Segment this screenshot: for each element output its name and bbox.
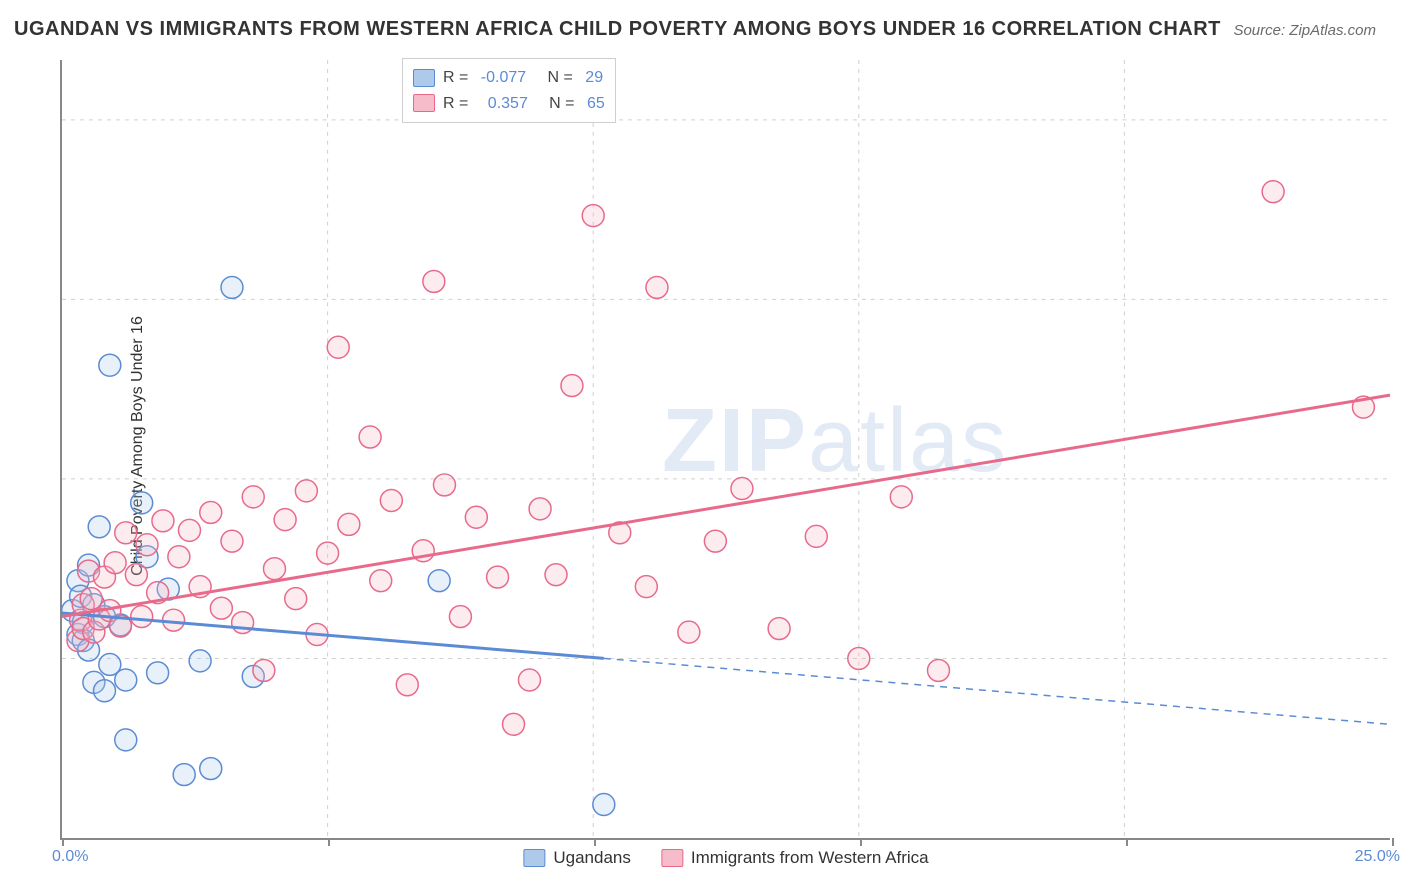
data-point xyxy=(147,662,169,684)
data-point xyxy=(99,354,121,376)
data-point xyxy=(285,588,307,610)
data-point xyxy=(704,530,726,552)
data-point xyxy=(848,647,870,669)
data-point xyxy=(189,650,211,672)
data-point xyxy=(927,659,949,681)
data-point xyxy=(152,510,174,532)
data-point xyxy=(136,534,158,556)
data-point xyxy=(131,492,153,514)
source-label: Source: ZipAtlas.com xyxy=(1233,22,1376,39)
data-point xyxy=(295,480,317,502)
y-tick-label: 45.0% xyxy=(1400,291,1406,309)
data-point xyxy=(545,564,567,586)
data-point xyxy=(242,486,264,508)
data-point xyxy=(338,513,360,535)
data-point xyxy=(465,506,487,528)
legend-label-2: Immigrants from Western Africa xyxy=(691,848,929,868)
data-point xyxy=(317,542,339,564)
data-point xyxy=(131,606,153,628)
data-point xyxy=(380,489,402,511)
n-label: N = xyxy=(536,91,579,117)
x-tick-mark xyxy=(1392,838,1394,846)
trend-line-dashed xyxy=(604,658,1390,724)
y-tick-label: 60.0% xyxy=(1400,111,1406,129)
trend-line xyxy=(62,395,1390,616)
legend: Ugandans Immigrants from Western Africa xyxy=(513,848,938,868)
chart-title: UGANDAN VS IMMIGRANTS FROM WESTERN AFRIC… xyxy=(14,18,1221,41)
data-point xyxy=(428,570,450,592)
data-point xyxy=(104,552,126,574)
data-point xyxy=(168,546,190,568)
data-point xyxy=(646,276,668,298)
data-point xyxy=(94,680,116,702)
data-point xyxy=(423,270,445,292)
x-tick-mark xyxy=(1126,838,1128,846)
data-point xyxy=(125,564,147,586)
data-point xyxy=(88,516,110,538)
data-point xyxy=(487,566,509,588)
trend-line xyxy=(62,613,604,658)
plot-area: ZIPatlas 15.0%30.0%45.0%60.0% 0.0% 25.0%… xyxy=(60,60,1390,840)
r-value-1: -0.077 xyxy=(481,65,526,91)
data-point xyxy=(200,501,222,523)
data-point xyxy=(263,558,285,580)
data-point xyxy=(529,498,551,520)
data-point xyxy=(433,474,455,496)
legend-label-1: Ugandans xyxy=(553,848,631,868)
x-tick-mark xyxy=(860,838,862,846)
data-point xyxy=(805,525,827,547)
data-point xyxy=(221,530,243,552)
data-point xyxy=(678,621,700,643)
data-point xyxy=(449,606,471,628)
data-point xyxy=(163,609,185,631)
data-point xyxy=(561,375,583,397)
legend-swatch-1 xyxy=(523,849,545,867)
data-point xyxy=(370,570,392,592)
data-point xyxy=(210,597,232,619)
stats-row-1: R = -0.077 N = 29 xyxy=(413,65,605,91)
data-point xyxy=(768,618,790,640)
data-point xyxy=(253,659,275,681)
swatch-series-2 xyxy=(413,94,435,112)
legend-item-1: Ugandans xyxy=(523,848,631,868)
stats-box: R = -0.077 N = 29 R = 0.357 N = 65 xyxy=(402,58,616,123)
data-point xyxy=(582,205,604,227)
data-point xyxy=(359,426,381,448)
x-tick-min: 0.0% xyxy=(52,848,88,866)
legend-swatch-2 xyxy=(661,849,683,867)
data-point xyxy=(115,522,137,544)
x-tick-mark xyxy=(594,838,596,846)
data-point xyxy=(200,758,222,780)
x-tick-max: 25.0% xyxy=(1355,848,1400,866)
swatch-series-1 xyxy=(413,69,435,87)
n-label: N = xyxy=(534,65,577,91)
data-point xyxy=(890,486,912,508)
data-point xyxy=(221,276,243,298)
data-point xyxy=(115,729,137,751)
legend-item-2: Immigrants from Western Africa xyxy=(661,848,929,868)
data-point xyxy=(1262,181,1284,203)
r-value-2: 0.357 xyxy=(481,91,528,117)
y-tick-label: 15.0% xyxy=(1400,651,1406,669)
data-point xyxy=(179,519,201,541)
stats-row-2: R = 0.357 N = 65 xyxy=(413,91,605,117)
r-label: R = xyxy=(443,91,473,117)
data-point xyxy=(731,478,753,500)
x-tick-mark xyxy=(328,838,330,846)
data-point xyxy=(593,794,615,816)
r-label: R = xyxy=(443,65,473,91)
n-value-2: 65 xyxy=(587,91,605,117)
chart-svg xyxy=(62,60,1390,838)
data-point xyxy=(635,576,657,598)
x-tick-mark xyxy=(62,838,64,846)
data-point xyxy=(173,764,195,786)
data-point xyxy=(274,509,296,531)
data-point xyxy=(518,669,540,691)
data-point xyxy=(327,336,349,358)
data-point xyxy=(503,713,525,735)
n-value-1: 29 xyxy=(585,65,603,91)
data-point xyxy=(115,669,137,691)
y-tick-label: 30.0% xyxy=(1400,471,1406,489)
data-point xyxy=(396,674,418,696)
